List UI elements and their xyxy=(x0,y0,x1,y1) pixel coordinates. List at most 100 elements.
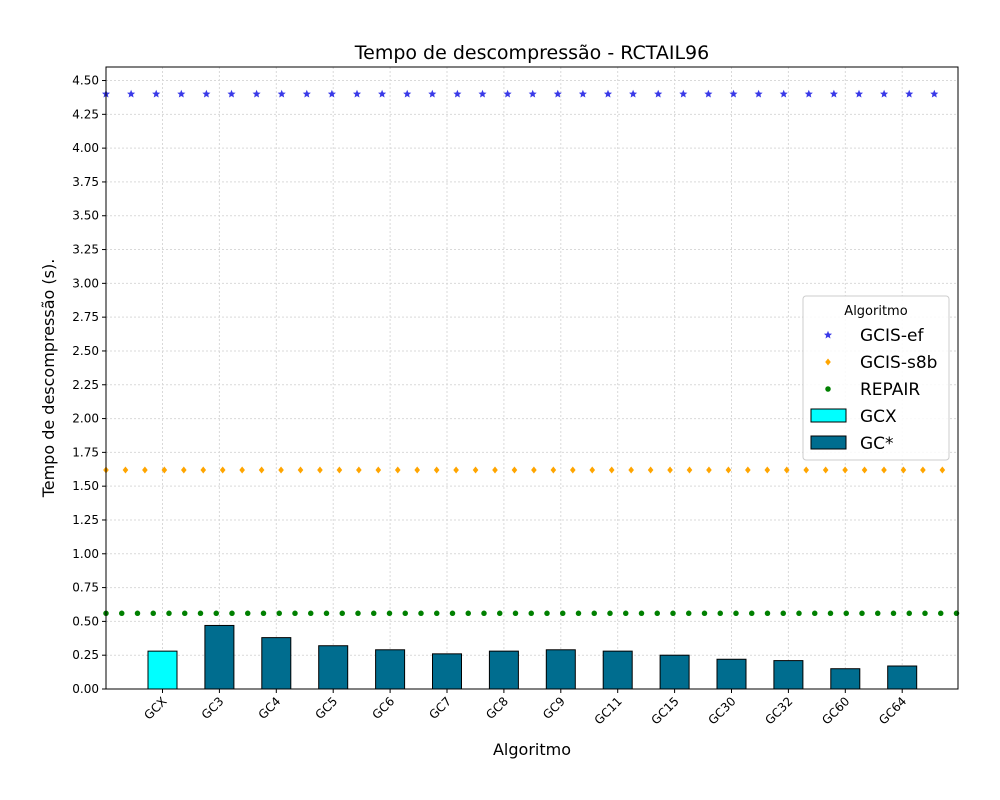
legend-label: GC* xyxy=(860,434,894,454)
y-tick-label: 2.00 xyxy=(72,412,99,426)
reference-marker xyxy=(861,466,868,474)
reference-marker xyxy=(371,610,377,617)
y-tick-label: 3.00 xyxy=(72,276,99,290)
x-tick-label: GC8 xyxy=(483,694,511,722)
reference-marker xyxy=(550,466,557,474)
reference-marker xyxy=(578,89,587,98)
reference-marker xyxy=(127,89,136,98)
bar-gc4 xyxy=(261,637,292,690)
reference-marker xyxy=(920,466,926,474)
reference-marker xyxy=(402,610,408,617)
legend-label: GCIS-ef xyxy=(860,326,924,346)
reference-marker xyxy=(829,89,838,98)
reference-marker xyxy=(706,466,712,474)
legend-label: REPAIR xyxy=(860,380,920,400)
y-tick-label: 3.50 xyxy=(72,209,99,223)
y-tick-label: 1.25 xyxy=(72,513,99,527)
reference-marker xyxy=(202,89,211,98)
legend-swatch xyxy=(810,408,847,423)
reference-marker xyxy=(922,610,928,617)
legend-marker xyxy=(823,330,833,339)
reference-marker xyxy=(434,610,440,617)
reference-marker xyxy=(938,610,944,617)
reference-marker xyxy=(667,466,673,474)
x-tick-label: GC5 xyxy=(313,694,341,722)
y-tick-label: 1.75 xyxy=(72,445,99,459)
reference-marker xyxy=(339,610,345,617)
y-tick-label: 4.25 xyxy=(72,107,99,121)
y-tick-label: 1.00 xyxy=(72,547,99,561)
reference-marker xyxy=(570,466,576,474)
reference-marker xyxy=(297,466,304,474)
reference-marker xyxy=(503,89,512,98)
reference-marker xyxy=(260,610,267,617)
bar-gc60 xyxy=(830,668,861,690)
reference-marker xyxy=(890,610,897,617)
plot-frame xyxy=(105,66,959,690)
reference-marker xyxy=(880,89,889,98)
reference-marker xyxy=(764,610,771,617)
x-tick-label: GC4 xyxy=(256,694,284,722)
reference-marker xyxy=(375,466,382,474)
reference-marker xyxy=(803,466,809,474)
y-axis: 0.00 0.25 0.50 0.75 1.00 1.25 1.50 1.75 2.00 2.25… xyxy=(72,74,106,696)
x-tick-label: GC64 xyxy=(876,694,909,727)
reference-marker xyxy=(327,89,336,98)
reference-marker xyxy=(679,89,688,98)
reference-marker xyxy=(394,466,401,474)
reference-marker xyxy=(729,89,738,98)
reference-marker xyxy=(355,610,361,617)
reference-marker xyxy=(481,610,487,617)
reference-marker xyxy=(812,610,818,617)
reference-marker xyxy=(754,89,763,98)
x-tick-label: GC3 xyxy=(199,694,227,722)
bar-gcx xyxy=(147,650,178,690)
reference-marker xyxy=(428,89,437,98)
bar-gc8 xyxy=(488,650,519,690)
reference-marker xyxy=(939,466,946,474)
reference-marker xyxy=(356,466,362,474)
reference-marker xyxy=(629,89,638,98)
reference-marker xyxy=(478,89,487,98)
x-tick-label: GC7 xyxy=(426,694,454,722)
legend-entry-gcis-s8b: GCIS-s8b xyxy=(825,353,937,373)
reference-marker xyxy=(227,89,236,98)
reference-marker xyxy=(492,466,498,474)
reference-marker xyxy=(177,89,186,98)
reference-marker xyxy=(433,466,440,474)
reference-marker xyxy=(276,610,282,617)
reference-marker xyxy=(704,89,713,98)
reference-marker xyxy=(378,89,387,98)
reference-marker xyxy=(150,610,156,617)
reference-series-gcis-s8b xyxy=(103,466,946,474)
reference-marker xyxy=(607,610,613,617)
reference-marker xyxy=(733,610,739,617)
reference-marker xyxy=(686,466,693,474)
reference-marker xyxy=(804,89,813,98)
bar-gc32 xyxy=(773,660,804,690)
reference-marker xyxy=(608,466,615,474)
reference-marker xyxy=(843,610,849,617)
reference-marker xyxy=(670,610,676,617)
reference-marker xyxy=(930,89,939,98)
grid-layer xyxy=(106,67,958,690)
legend-title: Algoritmo xyxy=(844,304,907,319)
reference-marker xyxy=(465,610,471,617)
legend-label: GCIS-s8b xyxy=(860,353,937,373)
y-axis-title: Tempo de descompressão (s). xyxy=(39,259,58,499)
bar-gc9 xyxy=(545,649,576,690)
legend-marker xyxy=(825,358,831,366)
reference-marker xyxy=(749,610,755,617)
reference-marker xyxy=(623,610,629,617)
y-tick-label: 4.00 xyxy=(72,141,99,155)
reference-marker xyxy=(905,89,914,98)
reference-marker xyxy=(591,610,597,617)
reference-marker xyxy=(717,610,723,617)
reference-marker xyxy=(628,466,634,474)
reference-marker xyxy=(511,466,518,474)
bar-gc5 xyxy=(318,645,349,690)
reference-marker xyxy=(277,89,286,98)
reference-series-gcis-ef xyxy=(101,89,939,98)
reference-marker xyxy=(842,466,848,474)
